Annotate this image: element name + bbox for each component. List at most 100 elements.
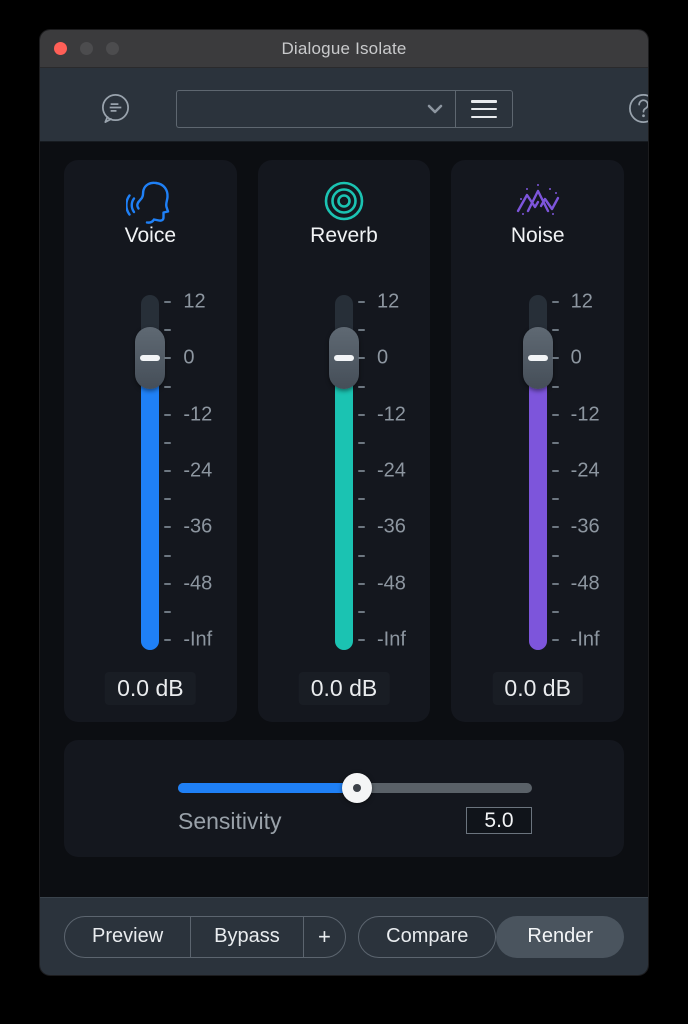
dialogue-isolate-window: Dialogue Isolate	[40, 30, 648, 975]
reverb-rings-icon	[320, 177, 368, 225]
sensitivity-value-field[interactable]: 5.0	[466, 807, 532, 834]
fader-tick-label: -36	[570, 515, 600, 538]
fader-tick	[358, 441, 365, 444]
preset-comment-icon[interactable]	[99, 92, 132, 125]
fader-tick	[551, 639, 559, 641]
sensitivity-panel: Sensitivity 5.0	[64, 740, 624, 857]
fader-tick-label: 12	[377, 290, 400, 313]
toolbar	[40, 68, 648, 142]
voice-label: Voice	[124, 224, 177, 247]
fader-tick	[164, 385, 172, 388]
fader-tick	[551, 357, 559, 360]
noise-wave-icon	[514, 177, 562, 225]
preview-button[interactable]: Preview	[65, 916, 192, 957]
fader-tick-label: -24	[377, 459, 406, 482]
preset-select[interactable]	[176, 90, 455, 128]
fader-tick-label: 12	[570, 290, 593, 313]
fader-tick	[164, 554, 172, 557]
voice-fader-handle[interactable]	[135, 327, 166, 389]
fader-tick	[358, 554, 365, 557]
traffic-lights	[54, 30, 119, 67]
fader-tick	[164, 582, 172, 585]
fader-tick-label: -24	[570, 459, 600, 482]
chevron-down-icon	[425, 99, 445, 119]
fader-tick	[164, 329, 172, 332]
fader-tick	[551, 441, 559, 444]
reverb-fader-fill	[335, 358, 353, 650]
fader-tick-label: -36	[377, 515, 406, 538]
noise-fader-scale: 12 0 -12 -24 -36 -48 -Inf	[551, 291, 624, 651]
sensitivity-slider-handle[interactable]	[342, 773, 372, 803]
main-content: Voice 12 0 -12 -24 -36 -48 -Inf 0.0 dB	[40, 142, 648, 897]
fader-tick	[164, 301, 172, 303]
fader-tick-label: -24	[183, 459, 213, 482]
fader-tick	[358, 357, 365, 360]
fader-tick-label: 0	[183, 346, 195, 369]
noise-fader-fill	[528, 358, 547, 650]
close-window-button[interactable]	[54, 42, 67, 55]
fader-tick-label: 12	[183, 290, 206, 313]
fader-tick-label: -48	[377, 572, 406, 595]
title-bar: Dialogue Isolate	[40, 30, 648, 68]
fader-tick	[551, 301, 559, 303]
fader-tick-label: -48	[570, 572, 600, 595]
voice-fader-fill	[141, 358, 160, 650]
fader-tick	[358, 610, 365, 613]
fader-tick	[358, 470, 365, 472]
render-button[interactable]: Render	[496, 915, 624, 958]
compare-button[interactable]: Compare	[358, 915, 497, 958]
fader-tick	[164, 639, 172, 641]
fader-tick-label: -Inf	[570, 628, 600, 651]
bypass-button[interactable]: Bypass	[191, 916, 304, 957]
fader-tick	[551, 385, 559, 388]
channel-panels: Voice 12 0 -12 -24 -36 -48 -Inf 0.0 dB	[64, 160, 625, 722]
add-button[interactable]: +	[304, 917, 345, 957]
fader-tick-label: -12	[570, 403, 600, 426]
fader-tick	[358, 301, 365, 303]
fader-tick	[358, 582, 365, 585]
help-button[interactable]	[627, 92, 648, 125]
fader-tick	[164, 357, 172, 360]
fader-tick	[551, 498, 559, 501]
fader-tick	[358, 526, 365, 529]
fader-tick	[551, 413, 559, 416]
preset-menu-button[interactable]	[455, 90, 513, 128]
voice-fader-scale: 12 0 -12 -24 -36 -48 -Inf	[164, 291, 236, 651]
window-title: Dialogue Isolate	[281, 38, 407, 58]
transport-bar: Preview Bypass + Compare Render	[40, 897, 648, 975]
fader-tick-label: -36	[183, 515, 213, 538]
fader-tick	[164, 610, 172, 613]
reverb-label: Reverb	[310, 224, 378, 247]
fader-tick	[358, 329, 365, 332]
fader-tick-label: 0	[377, 346, 389, 369]
fader-tick	[358, 498, 365, 501]
fader-tick	[551, 610, 559, 613]
voice-gain-value[interactable]: 0.0 dB	[105, 672, 196, 705]
noise-fader-handle[interactable]	[522, 327, 553, 389]
voice-head-icon	[126, 177, 174, 225]
fader-tick	[164, 526, 172, 529]
sensitivity-slider-fill	[178, 783, 357, 793]
fader-tick	[551, 470, 559, 472]
reverb-fader-scale: 12 0 -12 -24 -36 -48 -Inf	[358, 291, 430, 651]
fader-tick	[551, 582, 559, 585]
noise-panel: Noise 12 0 -12 -24 -36 -48 -Inf 0.0 dB	[451, 160, 625, 722]
fader-tick	[358, 385, 365, 388]
minimize-window-button[interactable]	[80, 42, 93, 55]
reverb-panel: Reverb 12 0 -12 -24 -36 -48 -Inf 0.0 dB	[257, 160, 431, 722]
fader-tick	[551, 526, 559, 529]
fader-tick	[164, 498, 172, 501]
fader-tick	[358, 639, 365, 641]
fader-tick	[551, 329, 559, 332]
fader-tick	[551, 554, 559, 557]
noise-gain-value[interactable]: 0.0 dB	[492, 672, 583, 705]
fader-tick-label: -Inf	[377, 628, 406, 651]
fader-tick-label: 0	[570, 346, 582, 369]
reverb-fader-handle[interactable]	[329, 327, 359, 389]
fader-tick-label: -12	[377, 403, 406, 426]
zoom-window-button[interactable]	[106, 42, 119, 55]
fader-tick	[164, 413, 172, 416]
reverb-gain-value[interactable]: 0.0 dB	[298, 672, 390, 705]
fader-tick	[164, 441, 172, 444]
